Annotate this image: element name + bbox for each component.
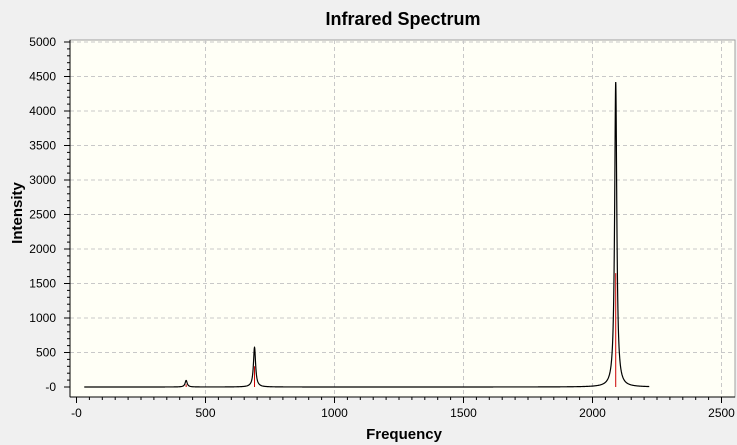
x-tick-label: 2000 — [579, 406, 606, 420]
gridlines — [70, 40, 735, 397]
x-tick-label: 2500 — [708, 406, 735, 420]
y-tick-label: 1000 — [29, 311, 56, 325]
x-axis-label: Frequency — [366, 426, 443, 443]
y-tick-label: 500 — [36, 346, 56, 360]
y-axis-label: Intensity — [9, 182, 26, 244]
y-tick-label: 2000 — [29, 242, 56, 256]
y-tick-label: -0 — [45, 380, 56, 394]
chart-title: Infrared Spectrum — [325, 9, 480, 29]
plot-area — [69, 39, 736, 398]
y-tick-label: 2500 — [29, 208, 56, 222]
y-tick-label: 5000 — [29, 35, 56, 49]
y-tick-label: 4000 — [29, 104, 56, 118]
x-tick-label: 1500 — [450, 406, 477, 420]
y-axis-ticks: -0 500 1000 1500 2000 2500 3000 3500 4000 4500 500… — [29, 35, 70, 394]
x-axis-ticks: -0 500 1000 1500 2000 2500 — [71, 397, 735, 420]
spectrum-line — [84, 81, 650, 388]
y-tick-label: 4500 — [29, 70, 56, 84]
y-tick-label: 3500 — [29, 139, 56, 153]
stick-spectrum — [185, 273, 617, 387]
y-tick-label: 1500 — [29, 277, 56, 291]
x-tick-label: 500 — [195, 406, 215, 420]
y-tick-label: 3000 — [29, 173, 56, 187]
spectrum-line-group — [84, 81, 650, 388]
x-tick-label: -0 — [71, 406, 82, 420]
x-tick-label: 1000 — [321, 406, 348, 420]
